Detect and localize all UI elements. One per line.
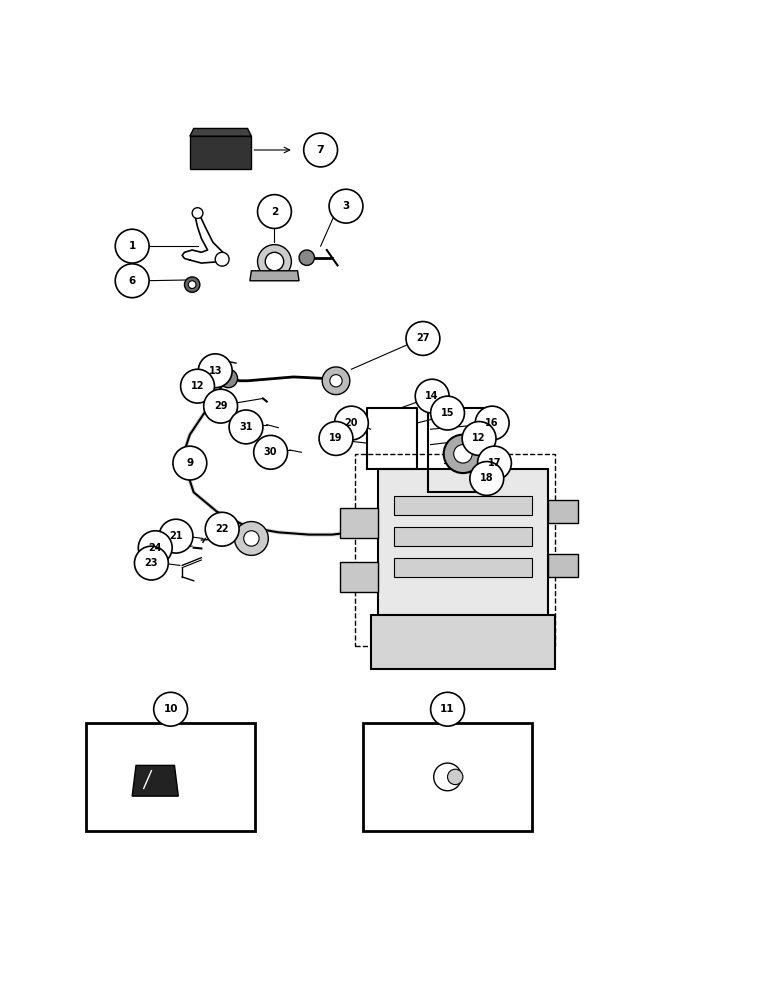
Circle shape [334,406,368,440]
Circle shape [330,375,342,387]
Text: 1: 1 [128,241,136,251]
Circle shape [444,435,482,473]
Circle shape [188,281,196,288]
Circle shape [303,133,337,167]
Text: 2: 2 [271,207,278,217]
Text: 13: 13 [208,366,222,376]
Text: 29: 29 [214,401,228,411]
Circle shape [229,410,263,444]
Text: 11: 11 [440,704,455,714]
Circle shape [329,189,363,223]
Circle shape [138,531,172,565]
Circle shape [258,195,291,228]
Polygon shape [132,765,178,796]
Circle shape [478,446,511,480]
Circle shape [322,367,350,395]
Circle shape [204,389,238,423]
Text: 12: 12 [191,381,205,391]
Circle shape [154,692,188,726]
Text: 30: 30 [264,447,277,457]
FancyBboxPatch shape [86,723,256,831]
Circle shape [185,277,200,292]
Text: 7: 7 [317,145,324,155]
Text: 15: 15 [441,408,454,418]
FancyBboxPatch shape [394,496,532,515]
Circle shape [181,369,215,403]
Circle shape [258,245,291,278]
FancyBboxPatch shape [378,469,547,623]
Circle shape [134,546,168,580]
Circle shape [254,435,287,469]
Circle shape [266,252,283,271]
Text: 31: 31 [239,422,252,432]
Text: 9: 9 [186,458,194,468]
Text: 3: 3 [342,201,350,211]
Circle shape [462,422,496,455]
Text: 16: 16 [486,418,499,428]
Circle shape [235,522,269,555]
Text: 24: 24 [148,543,162,553]
Text: 22: 22 [215,524,229,534]
Circle shape [219,369,238,388]
Circle shape [115,229,149,263]
Polygon shape [190,128,252,136]
Circle shape [454,445,472,463]
Circle shape [415,379,449,413]
Circle shape [244,531,259,546]
Circle shape [319,422,353,455]
FancyBboxPatch shape [363,723,532,831]
Text: 10: 10 [164,704,178,714]
Circle shape [406,322,440,355]
Circle shape [434,763,462,791]
Polygon shape [250,271,299,281]
Circle shape [192,208,203,218]
Circle shape [205,512,239,546]
Circle shape [173,446,207,480]
Circle shape [448,769,463,785]
Circle shape [431,396,465,430]
Circle shape [470,462,503,495]
Text: 23: 23 [144,558,158,568]
Text: 20: 20 [344,418,358,428]
Text: 17: 17 [488,458,501,468]
FancyBboxPatch shape [547,500,578,523]
FancyBboxPatch shape [340,508,378,538]
FancyBboxPatch shape [394,558,532,577]
Circle shape [115,264,149,298]
Text: 14: 14 [425,391,439,401]
FancyBboxPatch shape [394,527,532,546]
Circle shape [215,252,229,266]
Text: 21: 21 [169,531,183,541]
Text: 12: 12 [472,433,486,443]
Circle shape [159,519,193,553]
Circle shape [299,250,314,265]
Circle shape [476,406,509,440]
Circle shape [431,692,465,726]
Text: 18: 18 [480,473,493,483]
Polygon shape [190,136,252,169]
Text: 27: 27 [416,333,430,343]
Text: 19: 19 [329,433,343,443]
FancyBboxPatch shape [371,615,555,669]
Circle shape [198,354,232,388]
FancyBboxPatch shape [547,554,578,577]
FancyBboxPatch shape [340,562,378,592]
Text: 6: 6 [128,276,136,286]
